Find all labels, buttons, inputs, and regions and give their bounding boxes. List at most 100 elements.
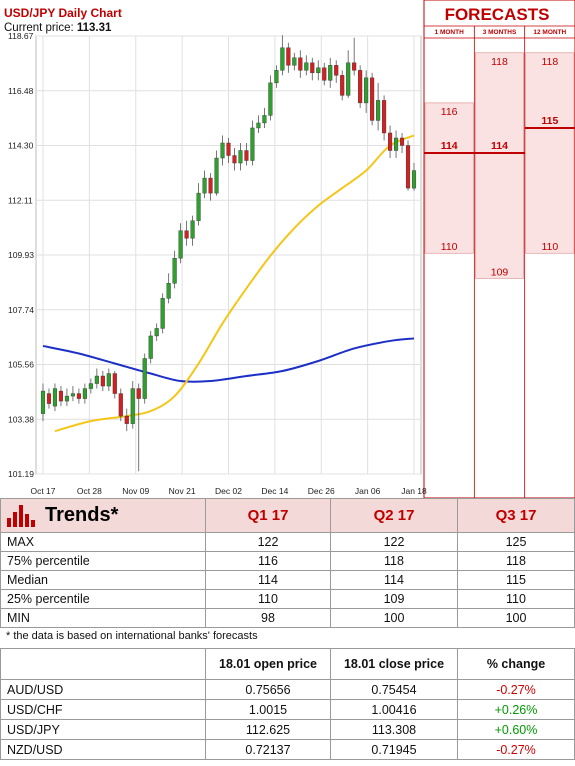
bar-chart-icon bbox=[7, 504, 37, 527]
price-open: 0.75656 bbox=[205, 679, 331, 700]
prices-row-usdjpy: USD/JPY 112.625 113.308 +0.60% bbox=[0, 719, 575, 740]
candle bbox=[405, 140, 411, 191]
trends-cell: 122 bbox=[205, 532, 331, 552]
candle-body bbox=[118, 393, 123, 417]
candles bbox=[40, 35, 417, 472]
trends-cell: 114 bbox=[205, 570, 331, 590]
forecast-low-label: 110 bbox=[541, 241, 558, 253]
candle bbox=[370, 72, 375, 126]
candle bbox=[76, 388, 81, 404]
x-tick-label: Jan 18 bbox=[401, 486, 427, 496]
trends-title-cell: Trends* bbox=[0, 498, 206, 533]
trends-row-p75: 75% percentile 116 118 118 bbox=[0, 551, 575, 571]
candle-body bbox=[160, 298, 165, 329]
y-tick-label: 114.30 bbox=[8, 141, 34, 151]
candle bbox=[196, 183, 201, 226]
price-open: 112.625 bbox=[205, 719, 331, 740]
price-close: 0.75454 bbox=[330, 679, 458, 700]
prices-col-change: % change bbox=[457, 648, 575, 680]
candle-body bbox=[340, 75, 345, 96]
y-axis-ticks: 118.67 116.48 114.30 112.11 109.93 107.74 105.… bbox=[8, 31, 34, 479]
candle-body bbox=[256, 122, 261, 129]
candle bbox=[202, 170, 207, 199]
prices-row-audusd: AUD/USD 0.75656 0.75454 -0.27% bbox=[0, 679, 575, 700]
candle bbox=[382, 95, 387, 141]
candle-body bbox=[268, 82, 273, 116]
forecast-range-box bbox=[424, 102, 474, 254]
candle bbox=[304, 55, 309, 76]
candle-body bbox=[88, 383, 93, 389]
trends-row-p25: 25% percentile 110 109 110 bbox=[0, 589, 575, 609]
candle bbox=[399, 132, 405, 154]
candle bbox=[262, 107, 267, 128]
candle-body bbox=[100, 375, 105, 387]
trends-row-min: MIN 98 100 100 bbox=[0, 608, 575, 628]
candle-body bbox=[399, 137, 405, 146]
candle-body bbox=[382, 100, 387, 134]
trends-row-label: MAX bbox=[0, 532, 206, 552]
price-open: 0.72137 bbox=[205, 739, 331, 760]
candle bbox=[82, 383, 87, 404]
prices-row-usdchf: USD/CHF 1.0015 1.00416 +0.26% bbox=[0, 699, 575, 720]
y-tick-label: 105.56 bbox=[8, 360, 34, 370]
candle-body bbox=[94, 375, 99, 384]
candle bbox=[220, 135, 225, 166]
trends-cell: 118 bbox=[457, 551, 575, 571]
trends-cell: 110 bbox=[457, 589, 575, 609]
y-tick-label: 116.48 bbox=[8, 86, 34, 96]
candle-body bbox=[82, 388, 87, 399]
y-tick-label: 103.38 bbox=[8, 414, 34, 424]
trends-header-row: Trends* Q1 17 Q2 17 Q3 17 bbox=[0, 498, 575, 533]
chart-grid bbox=[35, 35, 422, 475]
price-close: 0.71945 bbox=[330, 739, 458, 760]
candle bbox=[160, 293, 165, 334]
candle bbox=[244, 142, 249, 166]
trends-col-q2: Q2 17 bbox=[330, 498, 458, 533]
candle-body bbox=[40, 390, 46, 414]
candle-body bbox=[130, 388, 135, 424]
trends-title: Trends* bbox=[45, 504, 119, 526]
candle bbox=[232, 148, 237, 171]
candle bbox=[148, 330, 153, 364]
prices-col-open: 18.01 open price bbox=[205, 648, 331, 680]
x-tick-label: Nov 09 bbox=[122, 486, 149, 496]
candle bbox=[346, 50, 351, 98]
usd-jpy-chart: 118.67 116.48 114.30 112.11 109.93 107.74 105.… bbox=[4, 0, 575, 498]
candle-body bbox=[244, 150, 249, 161]
footnote: * the data is based on international ban… bbox=[6, 630, 258, 642]
y-tick-label: 107.74 bbox=[8, 305, 34, 315]
candle bbox=[328, 57, 333, 88]
candle-body bbox=[196, 192, 201, 221]
candle-body bbox=[208, 177, 213, 194]
candle bbox=[142, 353, 147, 404]
candle-body bbox=[202, 177, 207, 194]
candle bbox=[274, 65, 279, 88]
candle-body bbox=[358, 70, 363, 104]
candle bbox=[64, 388, 69, 407]
candle bbox=[184, 220, 189, 246]
candle-body bbox=[262, 115, 267, 124]
candle bbox=[58, 386, 63, 407]
forecast-bars: 1 MONTH 116 114 110 3 MONTHS 118 114 109 12 MONT… bbox=[424, 29, 575, 279]
candle-body bbox=[172, 258, 177, 284]
prices-col-close: 18.01 close price bbox=[330, 648, 458, 680]
trends-cell: 110 bbox=[205, 589, 331, 609]
price-change: +0.60% bbox=[457, 719, 575, 740]
candle-body bbox=[352, 62, 357, 71]
x-tick-label: Oct 28 bbox=[77, 486, 102, 496]
candle bbox=[280, 35, 285, 76]
candle bbox=[388, 125, 393, 159]
candle-body bbox=[370, 77, 375, 121]
prices-row-nzdusd: NZD/USD 0.72137 0.71945 -0.27% bbox=[0, 739, 575, 760]
x-tick-label: Nov 21 bbox=[169, 486, 196, 496]
trends-row-median: Median 114 114 115 bbox=[0, 570, 575, 590]
trends-col-q3: Q3 17 bbox=[457, 498, 575, 533]
candle-body bbox=[364, 77, 369, 104]
candle bbox=[40, 383, 46, 422]
candle-body bbox=[388, 132, 393, 151]
forecast-high-label: 118 bbox=[491, 56, 508, 68]
candle bbox=[178, 223, 183, 264]
candle bbox=[364, 70, 369, 113]
candle-body bbox=[124, 415, 129, 424]
